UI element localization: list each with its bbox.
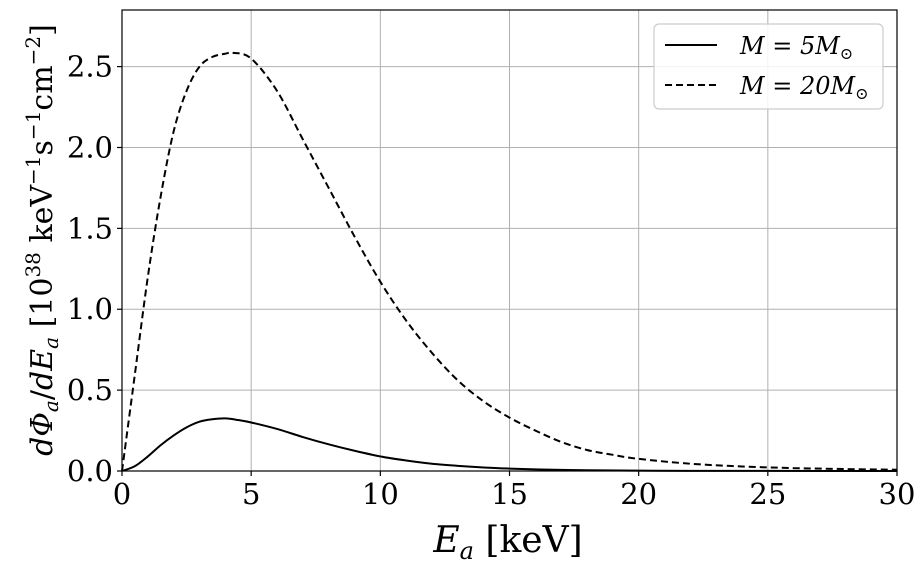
y-tick-label: 1.5 xyxy=(67,211,113,245)
y-tick-label: 0.5 xyxy=(67,373,113,407)
svg-text:dΦa/dEa [1038 keV−1s−1cm−2]: dΦa/dEa [1038 keV−1s−1cm−2] xyxy=(21,24,63,456)
legend: M = 5M⊙ M = 20M⊙ xyxy=(653,23,884,110)
y-tick-label: 2.0 xyxy=(67,130,113,164)
y-tick-label: 2.5 xyxy=(67,50,113,84)
legend-label-20msun: M = 20M⊙ xyxy=(739,72,868,103)
y-axis-label: dΦa/dEa [1038 keV−1s−1cm−2] xyxy=(21,24,63,456)
series-layer xyxy=(121,51,898,472)
x-tick-label: 0 xyxy=(113,477,131,511)
x-tick-label: 10 xyxy=(362,477,399,511)
legend-label-5msun: M = 5M⊙ xyxy=(739,32,853,63)
series-line-5msun xyxy=(121,417,898,472)
x-tick-label: 15 xyxy=(491,477,528,511)
x-tick-label: 25 xyxy=(749,477,786,511)
x-tick-label: 5 xyxy=(242,477,260,511)
x-axis-label: Ea [keV] xyxy=(432,520,582,565)
y-tick-label: 1.0 xyxy=(67,292,113,326)
x-tick-label: 20 xyxy=(620,477,657,511)
y-tick-label: 0.0 xyxy=(67,454,113,488)
x-tick-label: 30 xyxy=(879,477,916,511)
tick-marks xyxy=(117,66,898,476)
